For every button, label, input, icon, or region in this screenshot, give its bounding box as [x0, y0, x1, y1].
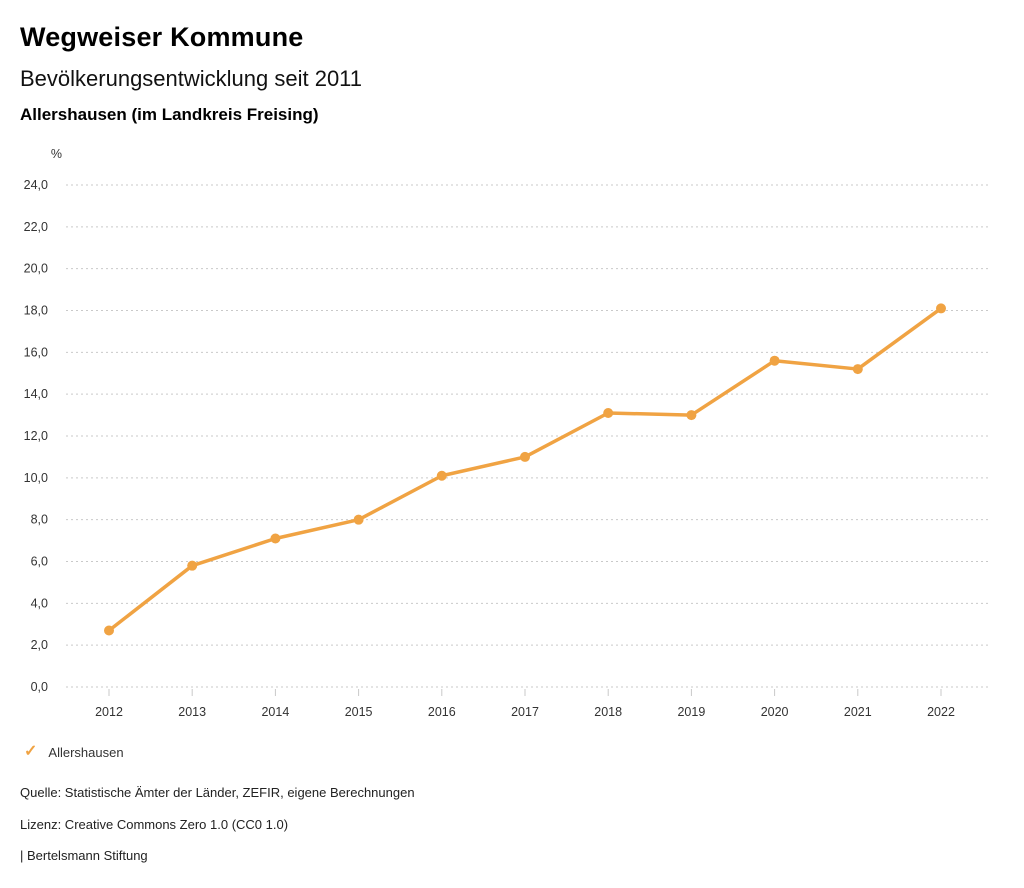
x-tick-label: 2015: [345, 705, 373, 719]
app-title: Wegweiser Kommune: [20, 22, 304, 52]
y-tick-label: 14,0: [24, 387, 48, 401]
data-point[interactable]: [603, 407, 614, 418]
data-point[interactable]: [353, 514, 364, 525]
x-tick-label: 2022: [927, 705, 955, 719]
data-point[interactable]: [520, 451, 530, 462]
data-point[interactable]: [104, 625, 114, 636]
x-tick-label: 2018: [594, 705, 622, 719]
x-tick-label: 2019: [677, 705, 705, 719]
y-tick-label: 0,0: [31, 680, 48, 694]
y-tick-label: 20,0: [24, 262, 48, 276]
y-axis-unit-label: %: [51, 147, 62, 161]
chart-title: Bevölkerungsentwicklung seit 2011: [20, 66, 363, 91]
y-tick-label: 22,0: [24, 220, 48, 234]
x-tick-label: 2012: [95, 705, 123, 719]
data-point[interactable]: [187, 560, 198, 571]
y-tick-label: 24,0: [24, 178, 48, 192]
attribution-text: | Bertelsmann Stiftung: [20, 848, 148, 863]
y-tick-label: 18,0: [24, 304, 48, 318]
x-tick-label: 2017: [511, 705, 539, 719]
y-tick-label: 2,0: [31, 638, 48, 652]
x-tick-label: 2016: [428, 705, 456, 719]
y-tick-label: 16,0: [24, 345, 48, 359]
legend-check-icon: ✓: [24, 743, 38, 760]
data-point[interactable]: [769, 355, 780, 366]
legend-label: Allershausen: [48, 744, 124, 760]
y-tick-label: 6,0: [31, 555, 48, 569]
population-line-chart: % 0,0 2,0 4,0 6,0 8,0 10,0 12,0 14,0 16,0 18,0 20,0…: [24, 147, 990, 719]
chart-region-subtitle: Allershausen (im Landkreis Freising): [20, 105, 319, 124]
source-text: Quelle: Statistische Ämter der Länder, Z…: [20, 785, 415, 800]
y-tick-label: 12,0: [24, 429, 48, 443]
data-point[interactable]: [270, 533, 281, 544]
y-tick-label: 10,0: [24, 471, 48, 485]
series-line: [107, 306, 943, 633]
legend-item-allershausen[interactable]: ✓ Allershausen: [24, 744, 124, 760]
x-tick-label: 2020: [761, 705, 789, 719]
data-point[interactable]: [436, 470, 447, 481]
data-point[interactable]: [686, 410, 697, 421]
data-point[interactable]: [852, 364, 863, 375]
data-point[interactable]: [936, 303, 946, 314]
y-tick-label: 4,0: [31, 596, 48, 610]
x-tick-label: 2021: [844, 705, 872, 719]
x-tick-label: 2014: [261, 705, 289, 719]
x-tick-label: 2013: [178, 705, 206, 719]
license-text: Lizenz: Creative Commons Zero 1.0 (CC0 1…: [20, 817, 289, 832]
y-tick-label: 8,0: [31, 513, 48, 527]
